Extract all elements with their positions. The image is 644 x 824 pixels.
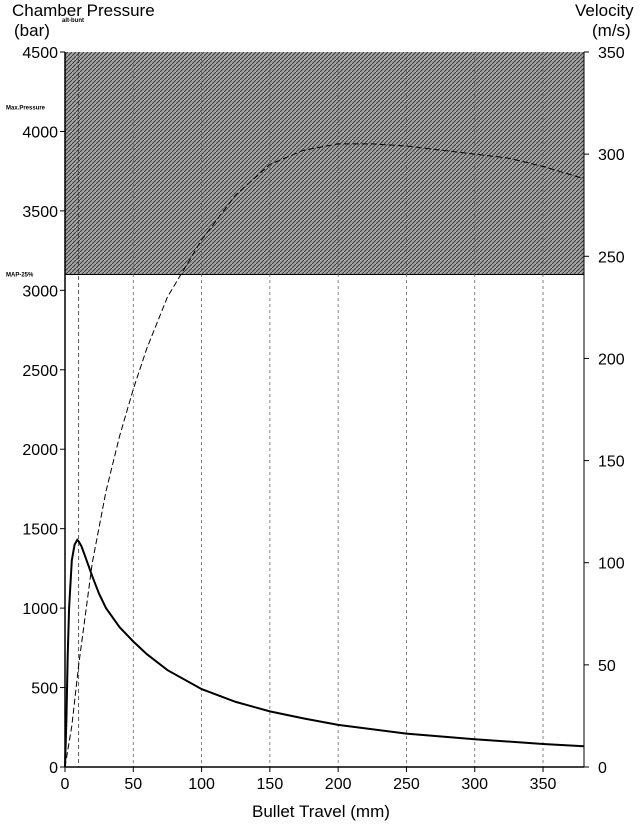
left-tick-label-2500: 2500 — [22, 363, 58, 380]
label-layer: 0500100015002000250030003500400045000501… — [6, 45, 625, 793]
right-tick-label-0: 0 — [598, 760, 607, 777]
right-axis-title-line2: (m/s) — [592, 21, 631, 40]
series-layer — [64, 143, 585, 768]
x-tick-label-200: 200 — [325, 776, 352, 793]
right-tick-label-200: 200 — [598, 351, 625, 368]
right-axis-title-line1: Velocity — [575, 1, 634, 20]
left-axis-note: alt-bunt — [62, 18, 84, 24]
left-tick-label-500: 500 — [31, 681, 58, 698]
right-tick-label-100: 100 — [598, 556, 625, 573]
velocity-series-line — [64, 143, 585, 768]
left-axis-title-line2: (bar) — [14, 21, 50, 40]
right-tick-label-50: 50 — [598, 658, 616, 675]
grid-layer — [78, 52, 544, 767]
axis-layer — [60, 51, 589, 772]
left-tick-label-3500: 3500 — [22, 204, 58, 221]
x-tick-label-350: 350 — [530, 776, 557, 793]
right-tick-label-350: 350 — [598, 45, 625, 62]
left-tick-label-1000: 1000 — [22, 601, 58, 618]
pressure-band-layer — [65, 52, 584, 275]
left-tick-label-4000: 4000 — [22, 124, 58, 141]
pressure-series-line — [64, 538, 585, 768]
max-pressure-band-0 — [65, 52, 584, 275]
x-tick-label-50: 50 — [124, 776, 142, 793]
band-label-0: Max.Pressure — [6, 106, 46, 112]
left-tick-label-3000: 3000 — [22, 283, 58, 300]
x-tick-label-100: 100 — [188, 776, 215, 793]
x-axis-title: Bullet Travel (mm) — [252, 802, 390, 821]
x-tick-label-250: 250 — [393, 776, 420, 793]
right-tick-label-250: 250 — [598, 249, 625, 266]
x-tick-label-0: 0 — [61, 776, 70, 793]
x-tick-label-150: 150 — [257, 776, 284, 793]
x-tick-label-300: 300 — [461, 776, 488, 793]
left-tick-label-2000: 2000 — [22, 442, 58, 459]
left-axis-title-line1: Chamber Pressure — [12, 1, 155, 20]
right-tick-label-300: 300 — [598, 147, 625, 164]
left-tick-label-1500: 1500 — [22, 522, 58, 539]
right-tick-label-150: 150 — [598, 454, 625, 471]
left-tick-label-0: 0 — [49, 760, 58, 777]
band-label-1: MAP-25% — [6, 272, 34, 278]
left-tick-label-4500: 4500 — [22, 45, 58, 62]
